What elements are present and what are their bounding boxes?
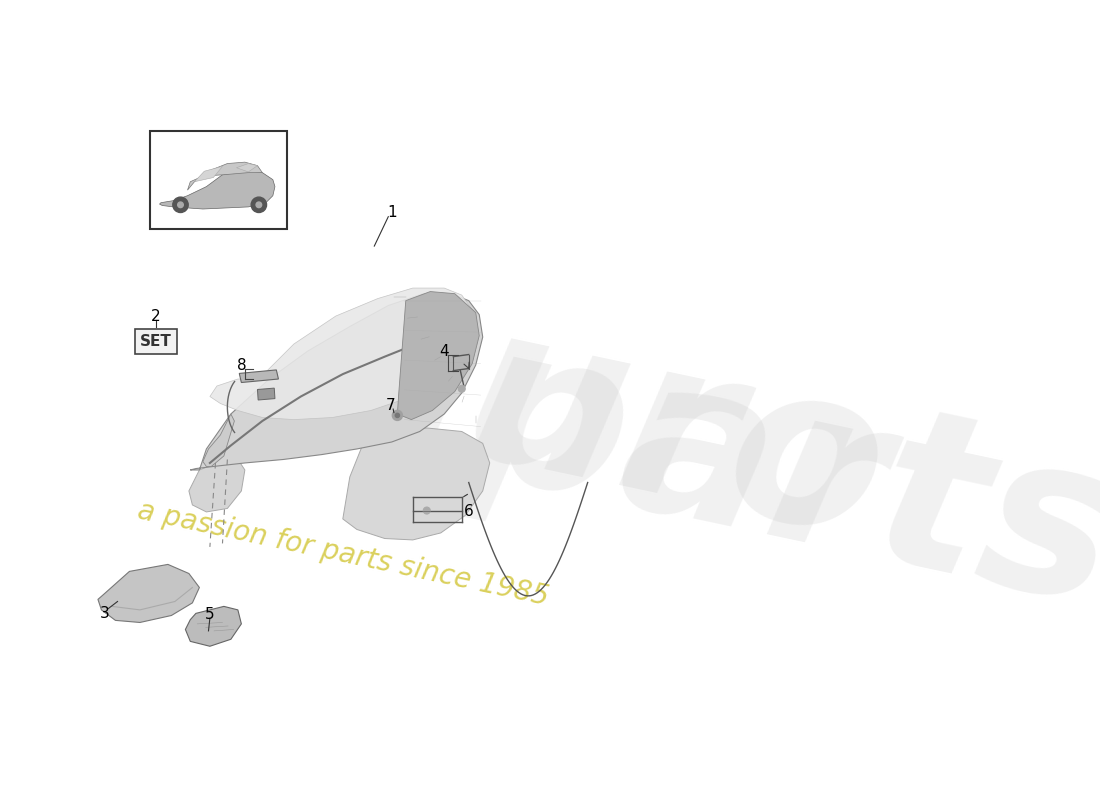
- Polygon shape: [210, 288, 475, 419]
- Text: 3: 3: [100, 606, 110, 621]
- Text: 7: 7: [386, 398, 395, 413]
- Polygon shape: [202, 414, 234, 466]
- Bar: [135, 329, 177, 354]
- Polygon shape: [236, 163, 257, 172]
- Text: 1: 1: [387, 205, 397, 220]
- Circle shape: [395, 414, 399, 418]
- Text: a passion for parts since 1985: a passion for parts since 1985: [134, 497, 551, 611]
- Text: 2: 2: [151, 309, 161, 323]
- Text: 4: 4: [439, 343, 449, 358]
- Polygon shape: [186, 606, 241, 646]
- Circle shape: [459, 386, 465, 392]
- Polygon shape: [240, 370, 278, 382]
- Text: euro: euro: [300, 257, 904, 585]
- Polygon shape: [189, 459, 245, 512]
- Bar: [151, 130, 287, 229]
- Polygon shape: [343, 428, 490, 540]
- Text: 5: 5: [205, 606, 214, 622]
- Circle shape: [173, 197, 188, 213]
- Polygon shape: [187, 162, 263, 190]
- Circle shape: [424, 507, 430, 514]
- Circle shape: [393, 410, 403, 420]
- Polygon shape: [195, 166, 222, 182]
- Circle shape: [256, 202, 262, 208]
- Polygon shape: [160, 170, 275, 209]
- Circle shape: [178, 202, 184, 208]
- Polygon shape: [98, 565, 199, 622]
- Text: 8: 8: [236, 358, 246, 373]
- Polygon shape: [190, 294, 483, 470]
- Text: SET: SET: [140, 334, 172, 349]
- Text: parts: parts: [448, 304, 1100, 650]
- Text: 6: 6: [464, 505, 474, 519]
- Circle shape: [251, 197, 266, 213]
- Polygon shape: [397, 291, 480, 419]
- Polygon shape: [257, 388, 275, 400]
